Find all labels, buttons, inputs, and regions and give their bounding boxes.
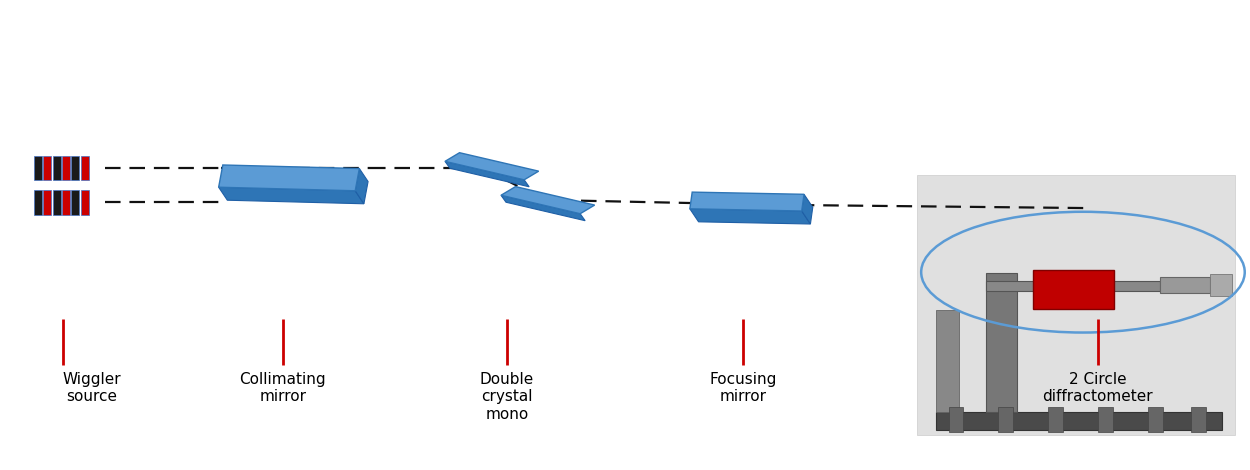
Text: 2 Circle
diffractometer: 2 Circle diffractometer — [1042, 372, 1154, 404]
Polygon shape — [501, 187, 595, 214]
Bar — [52, 156, 61, 180]
Bar — [1160, 277, 1210, 293]
Bar — [1191, 407, 1206, 432]
Bar — [918, 175, 1235, 435]
Bar — [34, 190, 42, 215]
Bar — [1210, 274, 1232, 296]
Bar — [62, 190, 70, 215]
Bar — [71, 190, 80, 215]
Bar — [44, 156, 51, 180]
Polygon shape — [690, 209, 810, 224]
Bar — [936, 310, 959, 412]
Bar — [936, 412, 1222, 430]
Text: Wiggler
source: Wiggler source — [62, 372, 121, 404]
Text: Focusing
mirror: Focusing mirror — [710, 372, 778, 404]
Bar — [1148, 407, 1162, 432]
Polygon shape — [355, 169, 367, 204]
Polygon shape — [219, 165, 359, 191]
Bar — [986, 281, 1160, 291]
Polygon shape — [219, 187, 364, 204]
Bar — [999, 407, 1014, 432]
Bar — [1048, 407, 1062, 432]
Bar — [80, 156, 89, 180]
Bar — [44, 190, 51, 215]
Text: Double
crystal
mono: Double crystal mono — [480, 372, 534, 422]
Bar — [986, 273, 1017, 412]
Bar — [80, 190, 89, 215]
Bar — [1098, 407, 1112, 432]
Polygon shape — [690, 192, 804, 211]
Polygon shape — [445, 161, 529, 187]
Bar — [949, 407, 964, 432]
Text: Collimating
mirror: Collimating mirror — [240, 372, 326, 404]
Bar — [34, 156, 42, 180]
Polygon shape — [801, 194, 812, 224]
Bar — [52, 190, 61, 215]
Polygon shape — [501, 195, 585, 221]
Bar — [1034, 270, 1114, 309]
Polygon shape — [445, 153, 539, 180]
Bar — [62, 156, 70, 180]
Bar — [71, 156, 80, 180]
